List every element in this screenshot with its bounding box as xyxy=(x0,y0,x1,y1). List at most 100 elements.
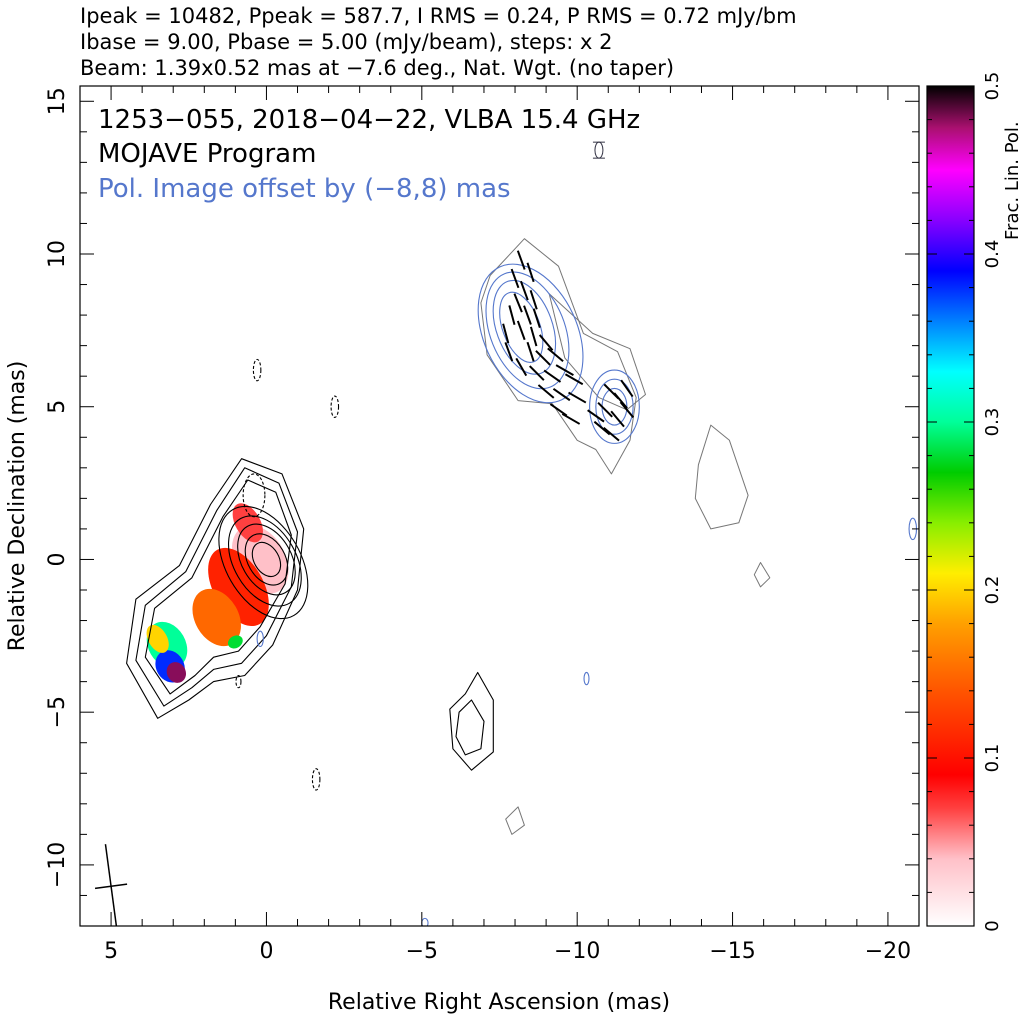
pol-contour xyxy=(492,279,557,375)
evpa-vector xyxy=(535,350,551,366)
evpa-vector xyxy=(564,373,584,386)
y-tick-label: −10 xyxy=(45,842,70,888)
total-intensity-contour xyxy=(126,458,305,719)
restoring-beam-minor xyxy=(94,883,128,890)
pol-contour xyxy=(595,378,634,435)
evpa-vector xyxy=(561,413,581,425)
colorbar-label: Frac. Lin. Pol. xyxy=(1002,121,1023,240)
evpa-vector xyxy=(549,403,568,417)
negative-contour xyxy=(252,358,262,382)
evpa-vector xyxy=(543,369,562,383)
negative-contour xyxy=(311,768,321,791)
core-contour xyxy=(251,541,282,578)
evpa-vector xyxy=(547,347,564,362)
x-tick-label: −20 xyxy=(865,939,911,964)
evpa-vector xyxy=(519,280,529,301)
evpa-vector xyxy=(552,387,571,402)
y-tick-label: 5 xyxy=(45,400,70,414)
x-tick-label: 0 xyxy=(259,939,273,964)
evpa-vector xyxy=(593,420,611,436)
header-line-1: Ipeak = 10482, Ppeak = 587.7, I RMS = 0.… xyxy=(80,4,797,28)
pol-fill-region xyxy=(192,588,241,647)
axis-ticks: 5 0 −5 −10 −15 −20 15 10 5 0 −5 −10 xyxy=(45,86,920,964)
evpa-layer xyxy=(502,250,635,442)
faint-contour xyxy=(694,424,749,530)
evpa-vector xyxy=(620,379,634,398)
y-tick-label: 0 xyxy=(45,552,70,566)
evpa-vector xyxy=(516,320,526,341)
beam-marker-top xyxy=(594,141,604,159)
pol-contour xyxy=(589,369,640,444)
evpa-vector xyxy=(516,250,526,270)
beam-layer xyxy=(94,141,605,926)
pol-contour xyxy=(477,263,584,404)
x-tick-label: −5 xyxy=(406,939,438,964)
core-contour xyxy=(244,533,289,586)
colorbar-ticks: 0 0.1 0.2 0.3 0.4 0.5 xyxy=(927,72,1003,932)
evpa-vector xyxy=(597,402,613,418)
faint-contour xyxy=(505,806,525,835)
colorbar-tick-label: 0.5 xyxy=(982,72,1003,101)
evpa-vector xyxy=(502,323,510,344)
core-contour xyxy=(218,505,309,620)
sw-blob-contour xyxy=(449,671,494,771)
evpa-vector xyxy=(529,326,538,347)
plot-frame xyxy=(79,85,920,927)
pol-fill-region xyxy=(146,624,169,653)
offset-tail-contour xyxy=(548,293,646,411)
evpa-vector xyxy=(587,409,605,423)
evpa-vector xyxy=(504,342,514,362)
pol-fill-region xyxy=(166,662,187,683)
pol-fill-region xyxy=(232,503,263,543)
header-line-2: Ibase = 9.00, Pbase = 5.00 (mJy/beam), s… xyxy=(80,30,612,54)
colorbar-tick-label: 0.2 xyxy=(982,576,1003,605)
evpa-vector xyxy=(515,357,528,377)
evpa-vector xyxy=(532,308,541,328)
plot-area xyxy=(94,141,918,926)
pol-contour xyxy=(499,291,544,363)
faint-contour xyxy=(753,562,771,588)
evpa-vector xyxy=(603,427,620,442)
program-label: MOJAVE Program xyxy=(98,139,316,169)
colorbar-tick-label: 0.4 xyxy=(982,240,1003,269)
evpa-vector xyxy=(610,410,625,428)
colorbar-frame xyxy=(926,85,975,927)
y-tick-label: 10 xyxy=(45,240,70,268)
evpa-vector xyxy=(529,289,538,310)
contour-layer xyxy=(126,238,918,926)
pol-fill-region xyxy=(227,635,243,649)
evpa-vector xyxy=(526,341,535,362)
negative-contour xyxy=(330,395,340,418)
pol-contour xyxy=(485,271,570,390)
colorbar-tick-label: 0.3 xyxy=(982,408,1003,437)
evpa-vector xyxy=(538,334,554,351)
source-label: 1253−055, 2018−04−22, VLBA 15.4 GHz xyxy=(98,105,640,135)
offset-label: Pol. Image offset by (−8,8) mas xyxy=(98,174,511,204)
evpa-vector xyxy=(526,262,535,283)
x-tick-label: 5 xyxy=(104,939,118,964)
y-tick-label: −5 xyxy=(45,696,70,728)
header-line-3: Beam: 1.39x0.52 mas at −7.6 deg., Nat. W… xyxy=(80,56,674,80)
negative-contour xyxy=(235,674,242,689)
sw-blob-contour xyxy=(455,699,485,756)
evpa-vector xyxy=(513,293,523,313)
x-axis-label: Relative Right Ascension (mas) xyxy=(328,990,670,1015)
core-contour xyxy=(227,515,302,607)
pol-fill-layer xyxy=(146,503,289,683)
evpa-vector xyxy=(555,364,574,376)
evpa-vector xyxy=(510,268,520,289)
pol-contour-small xyxy=(583,671,590,686)
evpa-vector xyxy=(619,401,635,419)
x-tick-label: −15 xyxy=(709,939,755,964)
pol-contour-small xyxy=(256,630,264,648)
y-tick-label: 15 xyxy=(45,87,70,115)
colorbar-tick-label: 0 xyxy=(982,920,1003,931)
x-tick-label: −10 xyxy=(554,939,600,964)
evpa-vector xyxy=(537,384,555,399)
total-intensity-contour xyxy=(144,479,292,695)
colorbar xyxy=(927,86,974,926)
evpa-vector xyxy=(508,305,516,326)
total-intensity-contour xyxy=(135,467,299,707)
evpa-vector xyxy=(523,305,532,325)
